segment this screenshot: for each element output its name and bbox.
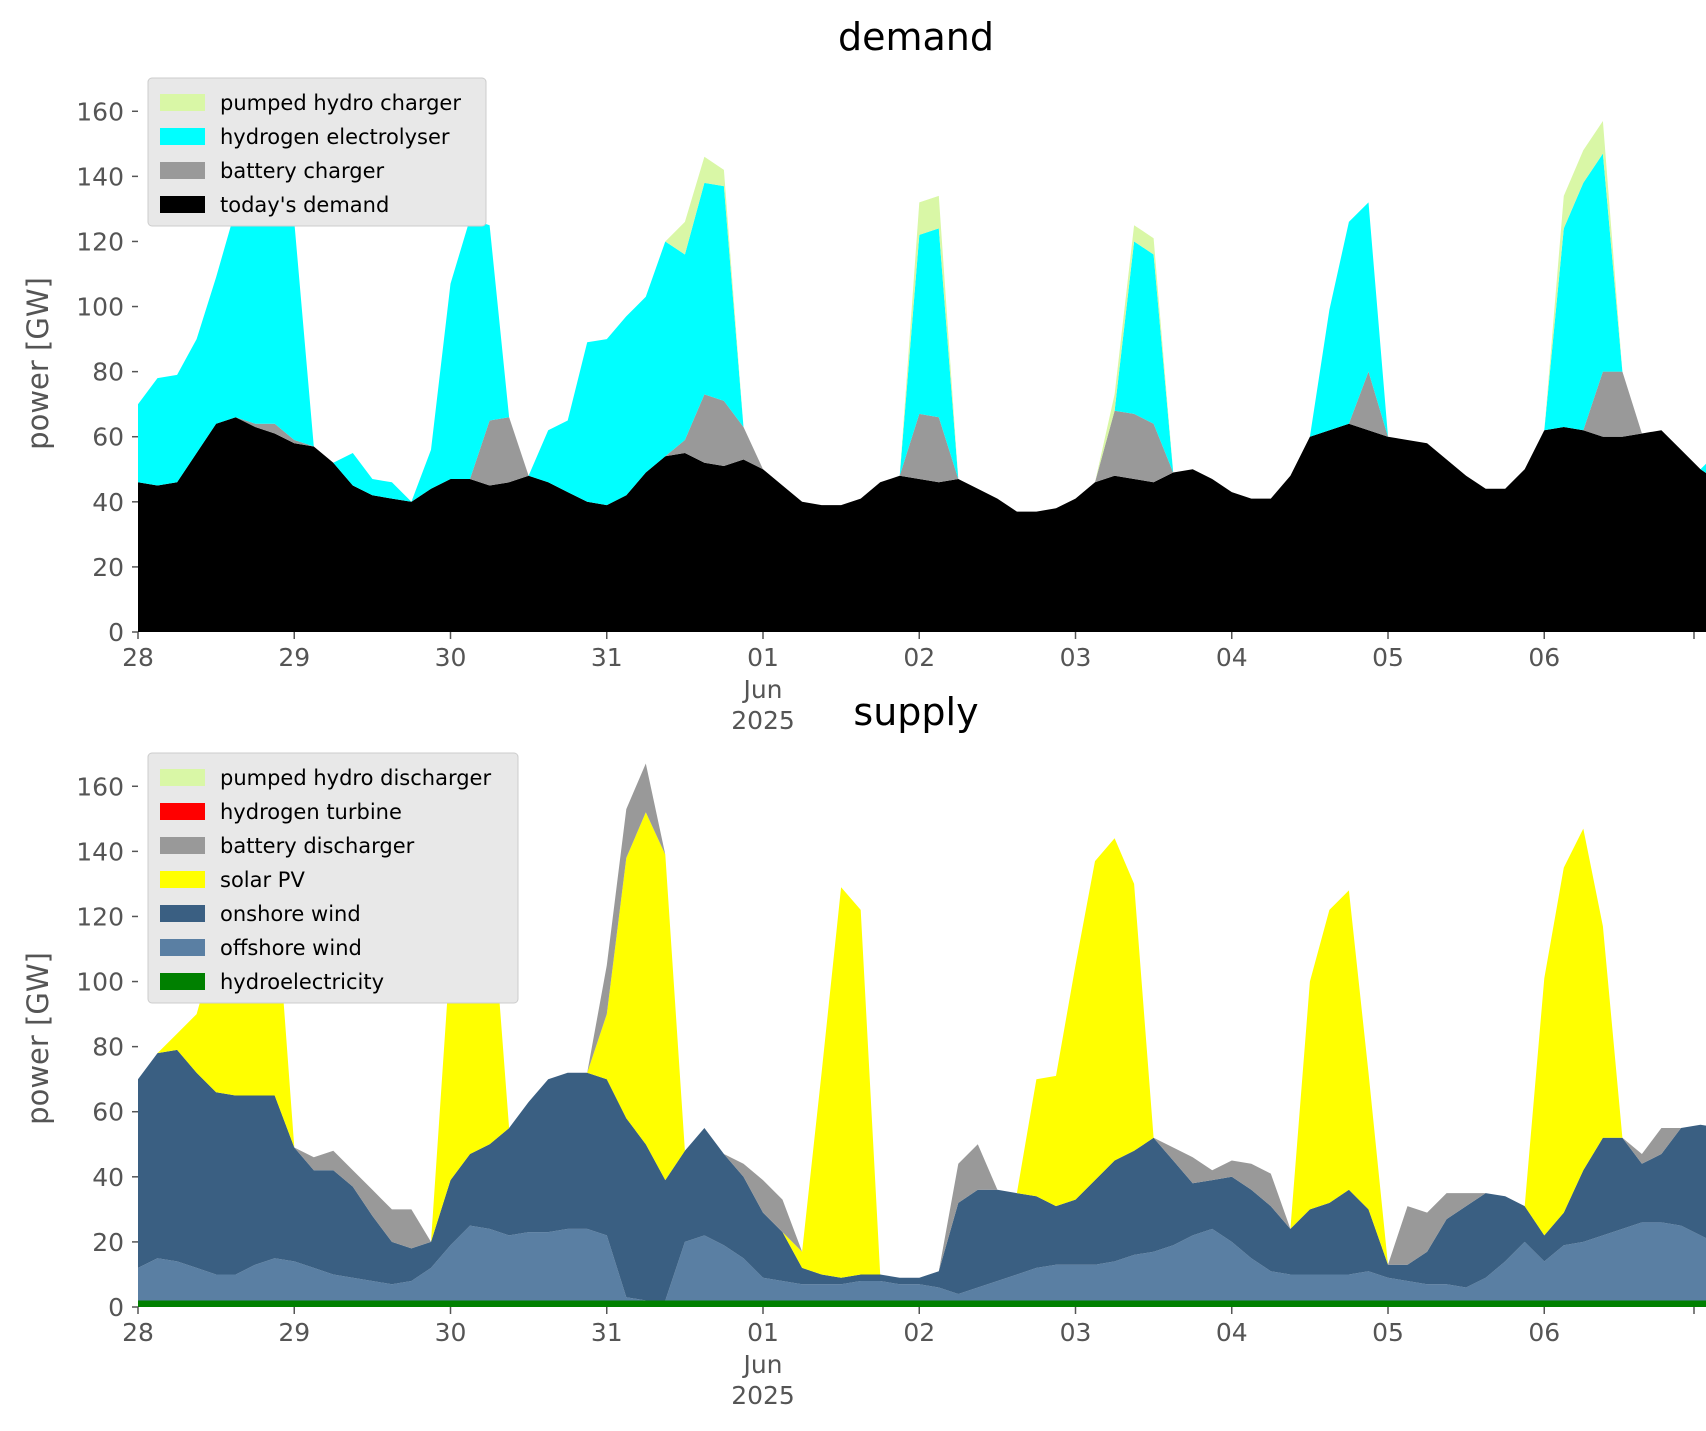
legend-swatch bbox=[160, 837, 205, 854]
legend-label: battery discharger bbox=[220, 834, 415, 858]
legend-label: onshore wind bbox=[220, 902, 361, 926]
legend-swatch bbox=[160, 769, 205, 786]
legend: pumped hydro charger hydrogen electrolyse… bbox=[147, 77, 487, 227]
area-offshore-wind bbox=[138, 1222, 1706, 1301]
y-tick-label: 20 bbox=[92, 553, 124, 582]
y-tick-label: 80 bbox=[92, 1033, 124, 1062]
y-tick-label: 80 bbox=[92, 358, 124, 387]
y-tick-label: 160 bbox=[76, 772, 124, 801]
legend-label: offshore wind bbox=[220, 936, 362, 960]
y-tick-label: 140 bbox=[76, 837, 124, 866]
y-tick-label: 40 bbox=[92, 488, 124, 517]
legend-frame bbox=[147, 752, 519, 1004]
chart-title: demand bbox=[838, 15, 994, 59]
area-solar-pv bbox=[138, 812, 1706, 1278]
y-tick-label: 60 bbox=[92, 423, 124, 452]
legend-swatch bbox=[160, 973, 205, 990]
area-battery-charger bbox=[138, 371, 1706, 512]
chart-title: supply bbox=[853, 690, 978, 734]
legend-label: hydrogen electrolyser bbox=[220, 125, 450, 149]
x-tick-label: 28 bbox=[122, 643, 154, 672]
y-tick-label: 160 bbox=[76, 97, 124, 126]
x-tick-label: 03 bbox=[1060, 1318, 1092, 1347]
x-tick-label: 03 bbox=[1060, 643, 1092, 672]
x-tick-label: 31 bbox=[591, 1318, 623, 1347]
x-tick-label: 04 bbox=[1216, 643, 1248, 672]
area-hydrogen-electrolyser bbox=[138, 153, 1706, 512]
legend-label: pumped hydro discharger bbox=[220, 766, 491, 790]
legend-label: hydrogen turbine bbox=[220, 800, 402, 824]
x-tick-label: 05 bbox=[1372, 643, 1404, 672]
legend-swatch bbox=[160, 196, 205, 213]
legend-label: battery charger bbox=[220, 159, 385, 183]
x-tick-label: 29 bbox=[278, 643, 310, 672]
legend-swatch bbox=[160, 905, 205, 922]
x-tick-label: 30 bbox=[435, 643, 467, 672]
legend-label: pumped hydro charger bbox=[220, 91, 461, 115]
legend-swatch bbox=[160, 128, 205, 145]
area-hydroelectricity bbox=[138, 1300, 1706, 1307]
legend-swatch bbox=[160, 939, 205, 956]
y-tick-label: 140 bbox=[76, 162, 124, 191]
area-today-s-demand bbox=[138, 417, 1706, 632]
x-tick-sublabel: Jun bbox=[741, 1350, 782, 1379]
y-axis-label: power [GW] bbox=[21, 952, 55, 1125]
x-tick-label: 06 bbox=[1528, 1318, 1560, 1347]
x-tick-label: 04 bbox=[1216, 1318, 1248, 1347]
legend-label: hydroelectricity bbox=[220, 970, 384, 994]
legend-swatch bbox=[160, 162, 205, 179]
y-tick-label: 0 bbox=[108, 618, 124, 647]
legend: pumped hydro discharger hydrogen turbine b… bbox=[147, 752, 519, 1004]
x-tick-label: 28 bbox=[122, 1318, 154, 1347]
x-tick-label: 01 bbox=[747, 643, 779, 672]
x-tick-sublabel: 2025 bbox=[731, 706, 795, 735]
y-tick-label: 40 bbox=[92, 1163, 124, 1192]
x-tick-label: 30 bbox=[435, 1318, 467, 1347]
x-tick-label: 05 bbox=[1372, 1318, 1404, 1347]
x-tick-label: 31 bbox=[591, 643, 623, 672]
y-tick-label: 120 bbox=[76, 902, 124, 931]
y-axis-label: power [GW] bbox=[21, 277, 55, 450]
legend-swatch bbox=[160, 871, 205, 888]
x-tick-sublabel: 2025 bbox=[731, 1381, 795, 1410]
y-tick-label: 100 bbox=[76, 293, 124, 322]
x-tick-sublabel: Jun bbox=[741, 675, 782, 704]
x-tick-label: 02 bbox=[903, 643, 935, 672]
y-tick-label: 120 bbox=[76, 227, 124, 256]
legend-label: today's demand bbox=[220, 193, 389, 217]
x-tick-label: 29 bbox=[278, 1318, 310, 1347]
legend-swatch bbox=[160, 803, 205, 820]
x-tick-label: 02 bbox=[903, 1318, 935, 1347]
legend-label: solar PV bbox=[220, 868, 305, 892]
x-tick-label: 01 bbox=[747, 1318, 779, 1347]
legend-swatch bbox=[160, 94, 205, 111]
legend-frame bbox=[147, 77, 487, 227]
y-tick-label: 60 bbox=[92, 1098, 124, 1127]
x-tick-label: 06 bbox=[1528, 643, 1560, 672]
y-tick-label: 100 bbox=[76, 968, 124, 997]
y-tick-label: 20 bbox=[92, 1228, 124, 1257]
y-tick-label: 0 bbox=[108, 1293, 124, 1322]
area-onshore-wind bbox=[138, 1049, 1706, 1301]
